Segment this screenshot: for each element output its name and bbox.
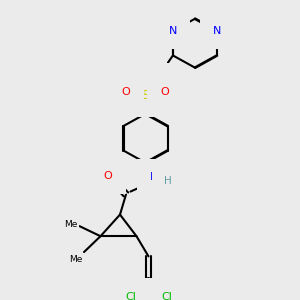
Text: N: N xyxy=(169,26,177,36)
Text: Me: Me xyxy=(69,255,82,264)
Text: N: N xyxy=(150,172,159,182)
Text: Cl: Cl xyxy=(125,292,136,300)
Text: N: N xyxy=(146,68,154,77)
Text: H: H xyxy=(157,75,164,85)
Text: O: O xyxy=(160,87,169,97)
Text: Me: Me xyxy=(64,220,78,229)
Text: N: N xyxy=(213,26,221,36)
Text: Cl: Cl xyxy=(161,292,172,300)
Text: S: S xyxy=(142,88,149,102)
Text: O: O xyxy=(103,171,112,181)
Text: H: H xyxy=(164,176,172,187)
Text: O: O xyxy=(122,87,130,97)
